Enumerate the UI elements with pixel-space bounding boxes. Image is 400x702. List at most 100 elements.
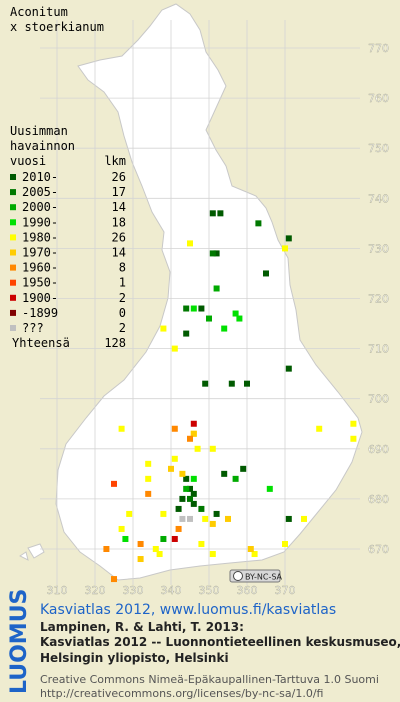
cc-badge-box bbox=[229, 569, 281, 583]
y-tick-label: 700 bbox=[368, 393, 389, 406]
legend-label: 1980- bbox=[22, 230, 58, 244]
observation bbox=[232, 310, 239, 317]
legend-label: 1990- bbox=[22, 215, 58, 229]
legend-heading: havainnon bbox=[10, 139, 75, 153]
legend-count: 1 bbox=[119, 276, 126, 290]
license: Creative Commons Nimeä-Epäkaupallinen-Ta… bbox=[40, 673, 379, 686]
observation bbox=[285, 365, 292, 372]
legend-label: 1970- bbox=[22, 246, 58, 260]
y-tick-label: 720 bbox=[368, 293, 389, 306]
observation bbox=[240, 465, 247, 472]
observation bbox=[282, 540, 288, 547]
x-tick-label: 310 bbox=[47, 584, 68, 597]
observation bbox=[187, 515, 193, 522]
observation bbox=[209, 551, 216, 558]
legend-count: 0 bbox=[119, 306, 126, 320]
legend-label: 1950- bbox=[22, 276, 58, 290]
observation bbox=[198, 305, 205, 312]
observation bbox=[225, 515, 231, 522]
observation bbox=[221, 470, 228, 477]
observation bbox=[171, 535, 178, 542]
observation bbox=[202, 380, 209, 387]
footer-link[interactable]: Kasviatlas 2012, www.luomus.fi/kasviatla… bbox=[40, 602, 336, 618]
cc-icon bbox=[233, 571, 243, 581]
observation bbox=[118, 525, 125, 532]
logo: LUOMUS bbox=[7, 589, 32, 694]
observation bbox=[126, 510, 133, 517]
legend-swatch bbox=[10, 204, 16, 211]
legend: 2010- 26 2005- 17 2000- 14 1990- 18 1980- 26 1970-… bbox=[10, 170, 126, 350]
observation bbox=[183, 475, 190, 482]
observation bbox=[285, 235, 292, 242]
observation bbox=[202, 515, 209, 522]
observation bbox=[350, 435, 357, 442]
observation bbox=[263, 270, 269, 277]
legend-label: 1900- bbox=[22, 291, 58, 305]
y-tick-label: 740 bbox=[368, 192, 389, 205]
cc-badge-text: BY-NC-SA bbox=[245, 573, 283, 582]
observation bbox=[209, 250, 216, 257]
observation bbox=[285, 515, 292, 522]
observation bbox=[118, 425, 125, 432]
observation bbox=[171, 425, 178, 432]
y-tick-label: 730 bbox=[368, 242, 389, 255]
observation bbox=[171, 455, 178, 462]
observation bbox=[183, 330, 190, 337]
legend-count: 8 bbox=[119, 261, 126, 275]
legend-count: 18 bbox=[112, 215, 126, 229]
observation bbox=[137, 556, 144, 563]
y-tick-label: 670 bbox=[368, 543, 389, 556]
observation bbox=[156, 551, 163, 558]
observation bbox=[236, 315, 243, 322]
legend-label: 2000- bbox=[22, 200, 58, 214]
observation bbox=[187, 240, 193, 247]
observation bbox=[190, 475, 197, 482]
observation bbox=[152, 546, 159, 552]
y-tick-label: 690 bbox=[368, 443, 389, 456]
legend-swatch bbox=[10, 189, 16, 196]
legend-heading: lkm bbox=[104, 154, 126, 168]
legend-swatch bbox=[10, 174, 16, 180]
observation bbox=[190, 500, 197, 507]
y-tick-label: 710 bbox=[368, 343, 389, 356]
observation bbox=[187, 485, 193, 492]
legend-count: 26 bbox=[112, 230, 126, 244]
observation bbox=[213, 510, 220, 517]
observation bbox=[190, 430, 197, 437]
observations bbox=[103, 210, 357, 583]
observation bbox=[179, 515, 186, 522]
observation bbox=[213, 250, 220, 257]
observation bbox=[209, 210, 216, 217]
observation bbox=[209, 520, 216, 527]
observation bbox=[183, 485, 190, 492]
observation bbox=[217, 210, 224, 217]
observation bbox=[206, 315, 212, 322]
observation bbox=[160, 510, 167, 517]
observation bbox=[350, 420, 357, 427]
observation bbox=[187, 495, 193, 502]
observation bbox=[247, 546, 254, 552]
legend-swatch bbox=[10, 279, 16, 286]
observation bbox=[187, 435, 193, 442]
observation bbox=[111, 480, 117, 487]
legend-count: 17 bbox=[112, 185, 126, 199]
observation bbox=[175, 525, 182, 532]
legend-heading: vuosi bbox=[10, 154, 46, 168]
legend-count: 2 bbox=[119, 321, 126, 335]
license[interactable]: http://creativecommons.org/licenses/by-n… bbox=[40, 687, 323, 700]
legend-count: 14 bbox=[112, 246, 126, 260]
legend-swatch bbox=[10, 294, 16, 301]
legend-count: 26 bbox=[112, 170, 126, 184]
citation: Lampinen, R. & Lahti, T. 2013: bbox=[40, 620, 244, 634]
title: Aconitum bbox=[10, 5, 68, 19]
observation bbox=[179, 495, 186, 502]
legend-label: 2010- bbox=[22, 170, 58, 184]
observation bbox=[111, 576, 117, 583]
y-tick-label: 750 bbox=[368, 142, 389, 155]
total-count: 128 bbox=[104, 336, 126, 350]
observation bbox=[316, 425, 323, 432]
total-label: Yhteensä bbox=[12, 336, 70, 350]
x-tick-label: 320 bbox=[85, 584, 106, 597]
observation bbox=[194, 445, 201, 452]
